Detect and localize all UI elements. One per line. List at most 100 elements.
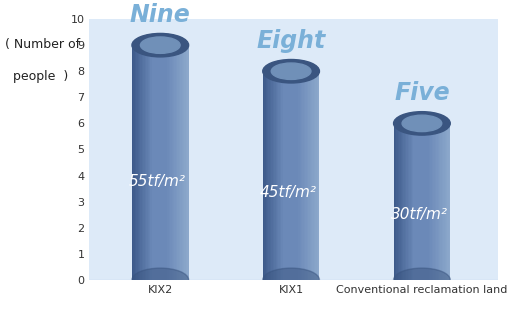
- Bar: [298, 71, 299, 280]
- Text: Nine: Nine: [130, 3, 191, 27]
- Bar: [301, 71, 303, 280]
- Bar: [278, 71, 280, 280]
- Ellipse shape: [393, 268, 450, 292]
- Bar: [404, 123, 405, 280]
- Bar: [150, 45, 152, 280]
- Ellipse shape: [271, 63, 311, 80]
- Bar: [406, 123, 408, 280]
- Bar: [159, 45, 160, 280]
- Bar: [317, 71, 318, 280]
- Bar: [448, 123, 449, 280]
- Bar: [186, 45, 187, 280]
- Bar: [397, 123, 398, 280]
- Bar: [415, 123, 416, 280]
- Bar: [294, 71, 295, 280]
- Bar: [145, 45, 146, 280]
- Bar: [271, 71, 273, 280]
- Bar: [170, 45, 172, 280]
- Bar: [439, 123, 440, 280]
- Bar: [308, 71, 310, 280]
- Bar: [263, 71, 264, 280]
- Ellipse shape: [141, 37, 180, 53]
- Bar: [284, 71, 286, 280]
- Bar: [437, 123, 439, 280]
- Bar: [172, 45, 173, 280]
- Bar: [142, 45, 143, 280]
- Bar: [155, 45, 156, 280]
- Bar: [149, 45, 150, 280]
- Bar: [290, 71, 291, 280]
- Bar: [132, 45, 133, 280]
- Bar: [307, 71, 308, 280]
- Bar: [398, 123, 399, 280]
- Bar: [402, 123, 404, 280]
- Bar: [393, 123, 395, 280]
- Bar: [292, 71, 294, 280]
- Bar: [89, 280, 498, 293]
- Bar: [176, 45, 177, 280]
- Bar: [143, 45, 145, 280]
- Bar: [277, 71, 278, 280]
- Bar: [270, 71, 271, 280]
- Bar: [449, 123, 450, 280]
- Bar: [405, 123, 406, 280]
- Bar: [426, 123, 428, 280]
- Bar: [152, 45, 153, 280]
- Bar: [180, 45, 181, 280]
- Bar: [436, 123, 437, 280]
- Bar: [409, 123, 410, 280]
- Bar: [303, 71, 304, 280]
- Bar: [168, 45, 169, 280]
- Bar: [408, 123, 409, 280]
- Bar: [297, 71, 298, 280]
- Bar: [395, 123, 397, 280]
- Ellipse shape: [132, 268, 189, 292]
- Text: people  ): people ): [5, 70, 68, 83]
- Bar: [417, 123, 419, 280]
- Bar: [310, 71, 311, 280]
- Bar: [177, 45, 179, 280]
- Bar: [157, 45, 159, 280]
- Bar: [156, 45, 157, 280]
- Bar: [440, 123, 442, 280]
- Bar: [311, 71, 312, 280]
- Bar: [136, 45, 137, 280]
- Bar: [137, 45, 139, 280]
- Bar: [432, 123, 433, 280]
- Ellipse shape: [263, 268, 319, 292]
- Bar: [264, 71, 266, 280]
- Text: 30tf/m²: 30tf/m²: [390, 207, 448, 222]
- Bar: [287, 71, 288, 280]
- Bar: [181, 45, 183, 280]
- Bar: [133, 45, 135, 280]
- Bar: [429, 123, 430, 280]
- Bar: [268, 71, 270, 280]
- Bar: [433, 123, 435, 280]
- Bar: [299, 71, 301, 280]
- Bar: [312, 71, 314, 280]
- Bar: [399, 123, 401, 280]
- Bar: [267, 71, 268, 280]
- Bar: [304, 71, 305, 280]
- Bar: [160, 45, 161, 280]
- Bar: [183, 45, 184, 280]
- Ellipse shape: [132, 33, 189, 57]
- Bar: [165, 45, 166, 280]
- Bar: [410, 123, 412, 280]
- Bar: [305, 71, 307, 280]
- Bar: [179, 45, 180, 280]
- Bar: [166, 45, 168, 280]
- Bar: [169, 45, 170, 280]
- Bar: [295, 71, 297, 280]
- Bar: [275, 71, 277, 280]
- Bar: [274, 71, 275, 280]
- Bar: [446, 123, 448, 280]
- Bar: [425, 123, 426, 280]
- Bar: [173, 45, 174, 280]
- Text: Five: Five: [394, 81, 450, 105]
- Bar: [141, 45, 142, 280]
- Bar: [428, 123, 429, 280]
- Bar: [413, 123, 415, 280]
- Ellipse shape: [402, 115, 442, 132]
- Bar: [443, 123, 445, 280]
